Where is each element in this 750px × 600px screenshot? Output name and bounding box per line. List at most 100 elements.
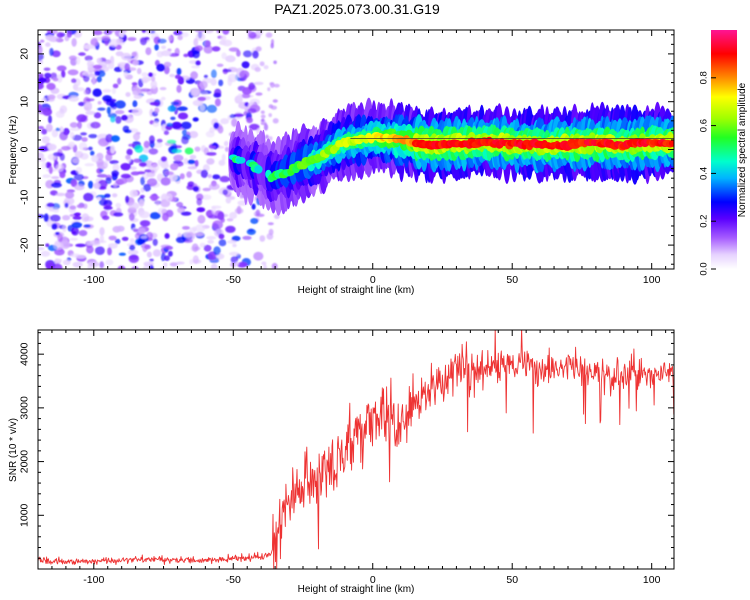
spectrogram-noise-blob — [180, 211, 192, 216]
spectrogram-noise-blob — [68, 141, 75, 148]
spectrogram-noise-blob — [233, 113, 244, 118]
spectrogram-noise-blob — [164, 233, 170, 239]
spectrogram-noise-blob — [71, 78, 77, 83]
spectrogram-noise-blob — [57, 233, 63, 243]
spectrogram-noise-blob — [136, 238, 146, 245]
spectrogram-noise-blob — [83, 224, 91, 228]
spectrogram-noise-blob — [38, 82, 44, 90]
spectrogram-noise-blob — [161, 45, 167, 50]
spectrogram-noise-blob — [190, 71, 199, 80]
spectrogram-noise-blob — [38, 214, 45, 219]
spectrogram-noise-blob — [206, 158, 215, 165]
spectrogram-ridge-cell — [668, 139, 674, 147]
spectrogram-noise-blob — [263, 65, 269, 70]
spectrogram-noise-blob — [115, 100, 126, 109]
spectrogram-noise-blob — [208, 145, 217, 149]
spectrogram-x-ticks: -100 -50 0 50 100 — [51, 30, 667, 286]
spectrogram-noise-blob — [239, 70, 250, 79]
spectrogram-noise-blob — [72, 215, 82, 220]
spectrogram-noise-blob — [128, 202, 140, 210]
spectrogram-noise-blob — [152, 249, 161, 257]
spectrogram-noise-blob — [81, 137, 88, 142]
spectrogram-noise-blob — [152, 238, 158, 246]
spectrogram-noise-blob — [38, 77, 47, 83]
spectrogram-noise-blob — [107, 247, 112, 256]
spectrogram-noise-blob — [156, 51, 164, 58]
spectrogram-noise-blob — [229, 251, 240, 256]
spectrogram-noise-blob — [61, 146, 71, 151]
spectrogram-ridge — [228, 97, 674, 216]
spectrogram-noise-blob — [72, 157, 80, 164]
spectrogram-noise-blob — [116, 178, 128, 185]
spectrogram-noise-blob — [69, 237, 79, 241]
spectrogram-noise-blob — [120, 173, 131, 179]
spectrogram-noise-blob — [154, 107, 160, 114]
spectrogram-noise-blob — [85, 98, 95, 102]
spectrogram-noise-blob — [71, 38, 77, 47]
spectrogram-noise-blob — [128, 213, 135, 221]
spectrogram-noise-blob — [149, 212, 161, 220]
spectrogram-noise-blob — [51, 176, 60, 180]
spectrogram-noise-blob — [164, 255, 170, 261]
spectrogram-noise-blob — [62, 259, 71, 266]
spectrogram-noise-blob — [77, 121, 82, 130]
spectrogram-noise-blob — [224, 146, 230, 152]
spectrogram-noise-blob — [38, 146, 50, 152]
spectrogram-noise-blob — [141, 72, 148, 77]
spectrogram-noise-blob — [129, 244, 136, 251]
spectrogram-noise-blob — [61, 70, 66, 78]
spectrogram-noise-blob — [227, 240, 237, 244]
snr-x-tick-label: 0 — [370, 574, 376, 586]
spectrogram-noise-blob — [149, 101, 160, 106]
snr-x-tick-label: -100 — [83, 574, 104, 586]
spectrogram-y-tick-label: 10 — [19, 96, 31, 108]
spectrogram-noise-blob — [192, 117, 199, 122]
spectrogram-noise-blob — [104, 60, 115, 65]
spectrogram-noise-blob — [70, 179, 78, 188]
spectrogram-noise-blob — [177, 106, 188, 111]
spectrogram-noise-blob — [201, 194, 212, 200]
spectrogram-noise-blob — [188, 131, 199, 139]
spectrogram-noise-blob — [133, 132, 140, 141]
spectrogram-noise-blob — [263, 123, 269, 131]
spectrogram-noise-blob — [241, 93, 251, 99]
spectrogram-noise-blob — [132, 60, 139, 66]
spectrogram-noise-blob — [50, 182, 62, 188]
spectrogram-noise-blob — [88, 146, 93, 151]
spectrogram-noise-blob — [109, 38, 119, 48]
spectrogram-noise-blob — [261, 118, 265, 123]
spectrogram-noise-blob — [250, 218, 259, 224]
spectrogram-noise-blob — [48, 166, 53, 175]
spectrogram-noise-blob — [128, 143, 136, 147]
spectrogram-noise-blob — [69, 122, 78, 128]
spectrogram-noise-blob — [222, 30, 230, 35]
spectrogram-noise-blob — [225, 197, 232, 204]
spectrogram-noise-blob — [231, 235, 241, 242]
spectrogram-noise-blob — [41, 136, 50, 144]
spectrogram-noise-blob — [133, 228, 140, 233]
colorbar-tick-label: 0.4 — [698, 167, 709, 180]
spectrogram-noise-blob — [112, 83, 119, 89]
spectrogram-noise-blob — [69, 127, 81, 131]
spectrogram-noise-blob — [168, 250, 173, 257]
spectrogram-noise-blob — [212, 174, 221, 180]
spectrogram-noise-blob — [74, 184, 85, 191]
spectrogram-noise-blob — [74, 87, 85, 92]
spectrogram-noise-blob — [92, 88, 102, 97]
spectrogram-noise-blob — [123, 71, 128, 78]
spectrogram-noise-blob — [138, 78, 144, 88]
spectrogram-noise-blob — [197, 214, 206, 224]
spectrogram-noise-blob — [203, 244, 212, 252]
spectrogram-noise-blob — [96, 197, 102, 201]
spectrogram-noise-blob — [189, 154, 197, 160]
spectrogram-noise-blob — [205, 40, 211, 48]
spectrogram-noise-blob — [115, 110, 125, 115]
spectrogram-noise-blob — [124, 62, 131, 72]
spectrogram-noise-blob — [263, 264, 267, 269]
spectrogram-noise-blob — [194, 45, 203, 52]
spectrogram-noise-blob — [84, 55, 93, 61]
spectrogram-noise-blob — [155, 199, 160, 206]
spectrogram-noise-blob — [69, 131, 75, 139]
spectrogram-noise-blob — [261, 261, 267, 266]
